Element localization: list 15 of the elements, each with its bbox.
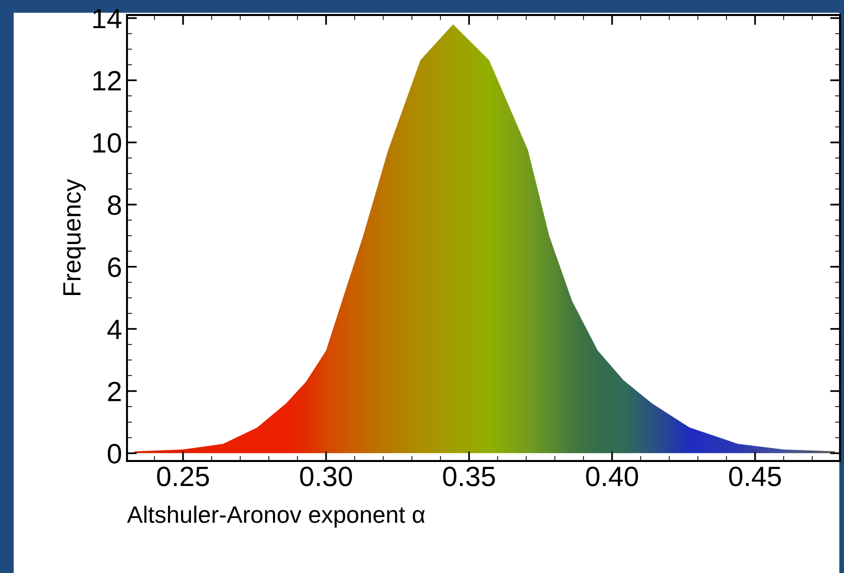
x-tick-label: 0.40 xyxy=(586,466,638,486)
y-tick-label: 14 xyxy=(93,9,122,28)
x-tick-label: 0.35 xyxy=(443,466,495,486)
y-tick-label: 2 xyxy=(108,382,121,402)
x-tick-label: 0.25 xyxy=(157,466,209,486)
y-tick-label: 4 xyxy=(107,320,122,339)
y-tick-label: 10 xyxy=(93,133,122,153)
y-axis-title: Frequency xyxy=(63,178,86,295)
x-tick-label: 0.30 xyxy=(300,466,352,486)
y-tick-label: 8 xyxy=(108,195,121,215)
x-axis-title: Altshuler-Aronov exponent α xyxy=(127,506,425,528)
y-tick-label: 6 xyxy=(108,257,121,278)
y-tick-label: 0 xyxy=(108,444,122,464)
x-tick-label: 0.45 xyxy=(729,466,781,486)
y-tick-label: 12 xyxy=(93,70,121,90)
